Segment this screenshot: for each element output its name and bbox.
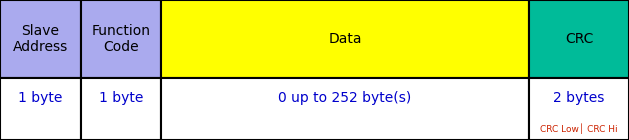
Bar [0, 78, 81, 140]
Text: Slave
Address: Slave Address [13, 24, 68, 54]
Text: Data: Data [328, 32, 362, 46]
Bar [161, 78, 529, 140]
Bar [529, 0, 629, 78]
Bar [0, 0, 81, 78]
Text: 1 byte: 1 byte [99, 91, 143, 105]
Bar [81, 0, 161, 78]
Bar [529, 78, 629, 140]
Text: CRC: CRC [565, 32, 593, 46]
Text: Function
Code: Function Code [91, 24, 150, 54]
Bar [161, 0, 529, 78]
Text: 1 byte: 1 byte [18, 91, 62, 105]
Text: CRC Low│ CRC Hi: CRC Low│ CRC Hi [540, 124, 618, 134]
Text: 2 bytes: 2 bytes [554, 91, 604, 105]
Text: 0 up to 252 byte(s): 0 up to 252 byte(s) [279, 91, 411, 105]
Bar [81, 78, 161, 140]
